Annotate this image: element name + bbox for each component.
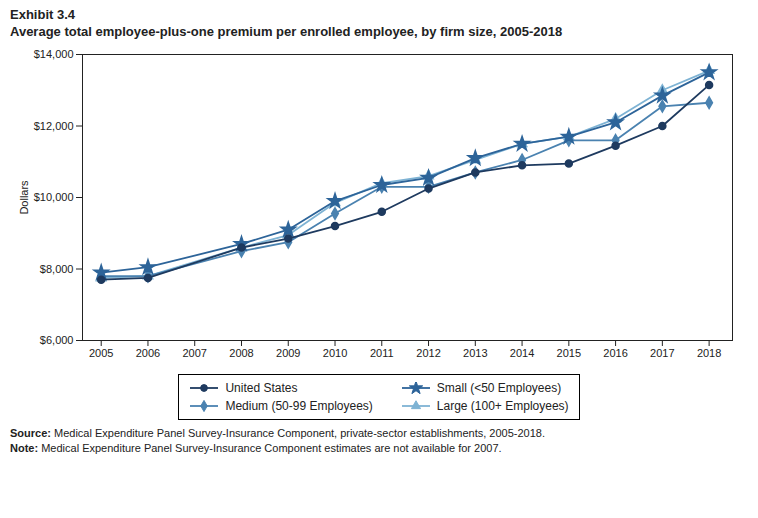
svg-text:2017: 2017 [650,347,674,359]
svg-text:2012: 2012 [416,347,440,359]
svg-text:2014: 2014 [510,347,534,359]
svg-text:$8,000: $8,000 [40,263,74,275]
svg-text:$6,000: $6,000 [40,334,74,346]
html-text:Large (100+ Employees): Large (100+ Employees) [436,399,569,413]
svg-text:2018: 2018 [697,347,721,359]
svg-text:2008: 2008 [229,347,253,359]
svg-text:2005: 2005 [89,347,113,359]
svg-text:$12,000: $12,000 [34,120,74,132]
svg-text:$10,000: $10,000 [34,191,74,203]
html-text:United States: United States [225,381,298,395]
html-text:Note: Medical Expenditure Pane: Note: Medical Expenditure Panel Survey-I… [10,442,502,454]
svg-text:2007: 2007 [182,347,206,359]
svg-text:2006: 2006 [136,347,160,359]
html-text:Small (<50 Employees): Small (<50 Employees) [436,381,562,395]
svg-text:2009: 2009 [276,347,300,359]
html-text:Average total employee-plus-on: Average total employee-plus-one premium … [10,24,563,39]
svg-text:Dollars: Dollars [18,180,30,215]
svg-text:2016: 2016 [603,347,627,359]
svg-text:$14,000: $14,000 [34,48,74,60]
svg-text:2013: 2013 [463,347,487,359]
svg-text:2011: 2011 [370,347,394,359]
html-text:Source: Medical Expenditure Pa: Source: Medical Expenditure Panel Survey… [10,427,545,439]
svg-text:2015: 2015 [557,347,581,359]
html-text:Exhibit 3.4: Exhibit 3.4 [10,7,75,22]
html-text:Medium (50-99 Employees): Medium (50-99 Employees) [225,399,373,413]
svg-text:2010: 2010 [323,347,347,359]
